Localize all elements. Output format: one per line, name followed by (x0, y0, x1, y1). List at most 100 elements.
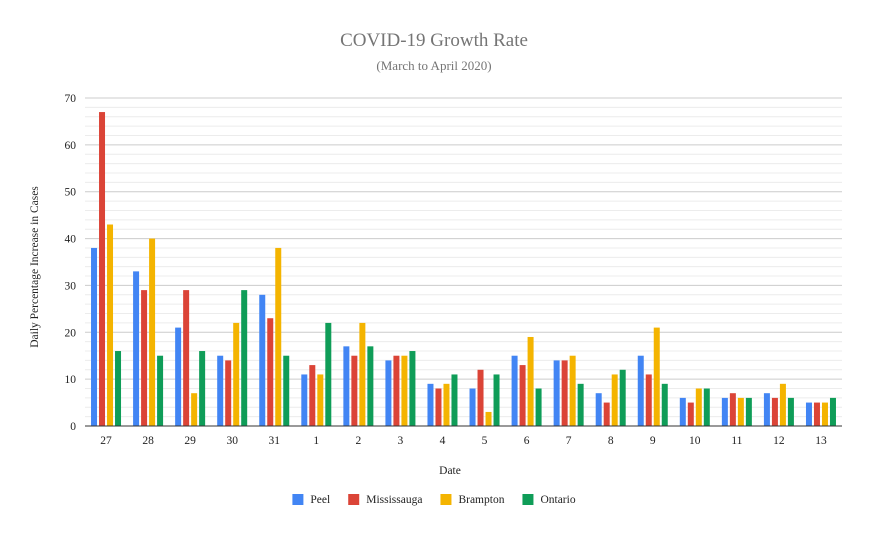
bar-peel-31 (259, 294, 266, 426)
x-tick-label: 5 (482, 435, 488, 447)
bar-peel-2 (343, 346, 350, 426)
bar-ontario-29 (199, 351, 206, 426)
x-tick-label: 1 (313, 435, 319, 447)
x-tick-label: 12 (773, 435, 785, 447)
bar-mississauga-5 (477, 369, 484, 426)
y-tick-label: 50 (65, 187, 77, 199)
bar-mississauga-2 (351, 355, 358, 426)
bar-mississauga-8 (603, 402, 610, 426)
legend: Peel Mississauga Brampton Ontario (292, 494, 576, 506)
bar-ontario-2 (367, 346, 374, 426)
legend-item-mississauga: Mississauga (348, 494, 422, 506)
bar-brampton-31 (275, 247, 282, 426)
bar-ontario-7 (577, 383, 584, 426)
bar-mississauga-13 (813, 402, 820, 426)
bar-brampton-4 (443, 383, 450, 426)
bar-ontario-9 (661, 383, 668, 426)
bar-peel-27 (91, 247, 98, 426)
gridlines (85, 97, 842, 418)
x-tick-label: 10 (689, 435, 701, 447)
bar-ontario-10 (703, 388, 710, 426)
bar-peel-3 (385, 360, 392, 426)
bar-mississauga-27 (99, 112, 106, 427)
legend-swatch (348, 494, 360, 505)
bar-brampton-1 (317, 374, 324, 426)
y-tick-label: 30 (65, 280, 77, 292)
bar-ontario-30 (241, 290, 248, 426)
bar-ontario-3 (409, 351, 416, 426)
bar-brampton-29 (191, 393, 198, 426)
bar-mississauga-10 (687, 402, 694, 426)
bar-ontario-31 (283, 355, 290, 426)
legend-swatch (440, 494, 452, 505)
bar-ontario-11 (745, 397, 752, 426)
legend-label: Brampton (458, 494, 504, 506)
x-tick-label: 27 (100, 435, 112, 447)
bar-ontario-5 (493, 374, 500, 426)
x-tick-label: 9 (650, 435, 656, 447)
chart-title: COVID-19 Growth Rate (340, 30, 528, 51)
bar-brampton-27 (107, 224, 114, 426)
bar-peel-29 (175, 327, 182, 426)
bar-mississauga-12 (771, 397, 778, 426)
legend-label: Mississauga (366, 494, 422, 506)
bar-brampton-7 (569, 355, 576, 426)
bar-mississauga-6 (519, 365, 526, 426)
bar-mississauga-28 (141, 290, 148, 426)
bar-ontario-13 (829, 397, 836, 426)
bar-brampton-5 (485, 411, 492, 426)
bar-peel-9 (637, 355, 644, 426)
y-tick-label: 10 (65, 374, 77, 386)
bar-brampton-8 (611, 374, 618, 426)
bar-peel-11 (721, 397, 728, 426)
y-tick-label: 70 (65, 93, 77, 105)
bar-peel-10 (679, 397, 686, 426)
bars (91, 112, 836, 427)
bar-mississauga-11 (729, 393, 736, 426)
legend-item-brampton: Brampton (440, 494, 505, 506)
x-tick-label: 3 (398, 435, 404, 447)
x-tick-label: 29 (184, 435, 196, 447)
bar-ontario-28 (157, 355, 164, 426)
x-tick-label: 31 (269, 435, 281, 447)
legend-swatch (292, 494, 304, 505)
x-tick-label: 2 (355, 435, 361, 447)
chart-subtitle: (March to April 2020) (376, 58, 491, 73)
x-tick-label: 13 (815, 435, 827, 447)
bar-brampton-13 (821, 402, 828, 426)
bar-peel-12 (763, 393, 770, 426)
x-tick-label: 28 (142, 435, 154, 447)
bar-peel-6 (511, 355, 518, 426)
bar-brampton-2 (359, 322, 366, 426)
bar-ontario-4 (451, 374, 458, 426)
bar-brampton-3 (401, 355, 408, 426)
bar-peel-4 (427, 383, 434, 426)
bar-brampton-11 (737, 397, 744, 426)
bar-mississauga-29 (183, 290, 190, 426)
bar-mississauga-7 (561, 360, 568, 426)
bar-ontario-27 (115, 351, 122, 426)
legend-swatch (522, 494, 534, 505)
bar-ontario-1 (325, 322, 332, 426)
x-tick-label: 7 (566, 435, 572, 447)
x-tick-label: 8 (608, 435, 614, 447)
bar-peel-28 (133, 271, 140, 426)
bar-brampton-10 (695, 388, 702, 426)
x-tick-label: 4 (440, 435, 446, 447)
bar-mississauga-4 (435, 388, 442, 426)
legend-label: Ontario (540, 494, 575, 506)
bar-peel-30 (217, 355, 224, 426)
y-tick-label: 20 (65, 327, 77, 339)
y-tick-label: 60 (65, 140, 77, 152)
bar-mississauga-31 (267, 318, 274, 426)
bar-brampton-28 (149, 238, 156, 426)
y-tick-label: 0 (70, 421, 76, 433)
x-axis-ticks: 27 28 29 30 31 1 2 3 4 5 6 7 8 9 10 11 12 13 (100, 435, 827, 447)
bar-mississauga-3 (393, 355, 400, 426)
legend-item-ontario: Ontario (522, 494, 576, 506)
bar-mississauga-1 (309, 365, 316, 426)
bar-peel-13 (805, 402, 812, 426)
x-tick-label: 6 (524, 435, 530, 447)
bar-peel-7 (553, 360, 560, 426)
